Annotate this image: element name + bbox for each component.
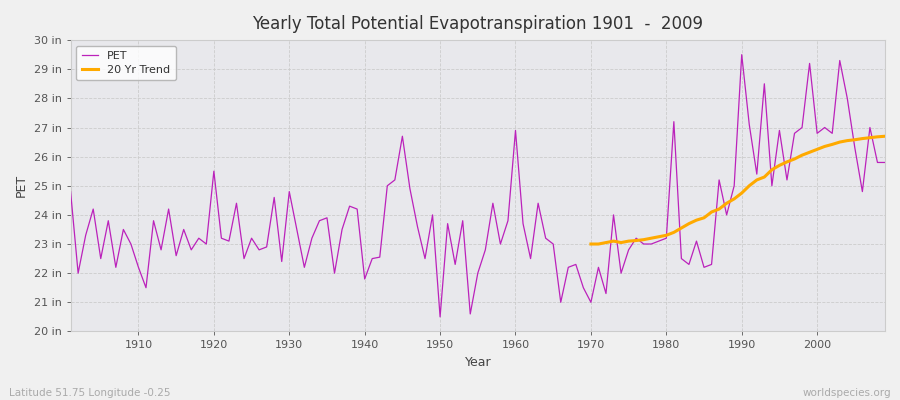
PET (292, 227, 302, 232)
20 Yr Trend (865, 135, 876, 140)
Text: worldspecies.org: worldspecies.org (803, 388, 891, 398)
20 Yr Trend (586, 242, 597, 246)
20 Yr Trend (759, 175, 769, 180)
20 Yr Trend (752, 178, 762, 182)
Legend: PET, 20 Yr Trend: PET, 20 Yr Trend (76, 46, 176, 80)
20 Yr Trend (729, 196, 740, 201)
20 Yr Trend (683, 221, 694, 226)
Title: Yearly Total Potential Evapotranspiration 1901  -  2009: Yearly Total Potential Evapotranspiratio… (252, 15, 703, 33)
20 Yr Trend (879, 134, 890, 139)
20 Yr Trend (857, 136, 868, 141)
20 Yr Trend (767, 167, 778, 172)
20 Yr Trend (600, 240, 611, 245)
20 Yr Trend (653, 234, 664, 239)
20 Yr Trend (827, 142, 838, 147)
20 Yr Trend (676, 226, 687, 230)
X-axis label: Year: Year (464, 356, 491, 369)
PET (510, 128, 521, 133)
20 Yr Trend (796, 153, 807, 158)
Text: Latitude 51.75 Longitude -0.25: Latitude 51.75 Longitude -0.25 (9, 388, 170, 398)
20 Yr Trend (646, 236, 657, 240)
Line: 20 Yr Trend: 20 Yr Trend (591, 136, 885, 244)
20 Yr Trend (638, 237, 649, 242)
20 Yr Trend (744, 183, 755, 188)
20 Yr Trend (872, 134, 883, 139)
20 Yr Trend (616, 240, 626, 245)
20 Yr Trend (691, 218, 702, 222)
20 Yr Trend (706, 210, 717, 214)
20 Yr Trend (608, 239, 619, 244)
20 Yr Trend (736, 191, 747, 196)
20 Yr Trend (698, 216, 709, 220)
20 Yr Trend (819, 144, 830, 149)
20 Yr Trend (842, 138, 852, 143)
PET (125, 242, 136, 246)
PET (879, 160, 890, 165)
20 Yr Trend (774, 163, 785, 168)
20 Yr Trend (834, 140, 845, 144)
Line: PET: PET (70, 55, 885, 317)
PET (65, 189, 76, 194)
PET (736, 52, 747, 57)
20 Yr Trend (661, 233, 671, 238)
20 Yr Trend (812, 147, 823, 152)
20 Yr Trend (631, 238, 642, 243)
Y-axis label: PET: PET (15, 174, 28, 197)
20 Yr Trend (669, 230, 680, 235)
20 Yr Trend (714, 207, 724, 212)
20 Yr Trend (721, 201, 732, 206)
PET (435, 314, 446, 319)
20 Yr Trend (805, 150, 815, 155)
20 Yr Trend (781, 160, 792, 164)
20 Yr Trend (789, 156, 800, 161)
20 Yr Trend (850, 137, 860, 142)
PET (337, 227, 347, 232)
20 Yr Trend (593, 242, 604, 246)
PET (608, 212, 619, 217)
20 Yr Trend (623, 239, 634, 244)
PET (518, 221, 528, 226)
